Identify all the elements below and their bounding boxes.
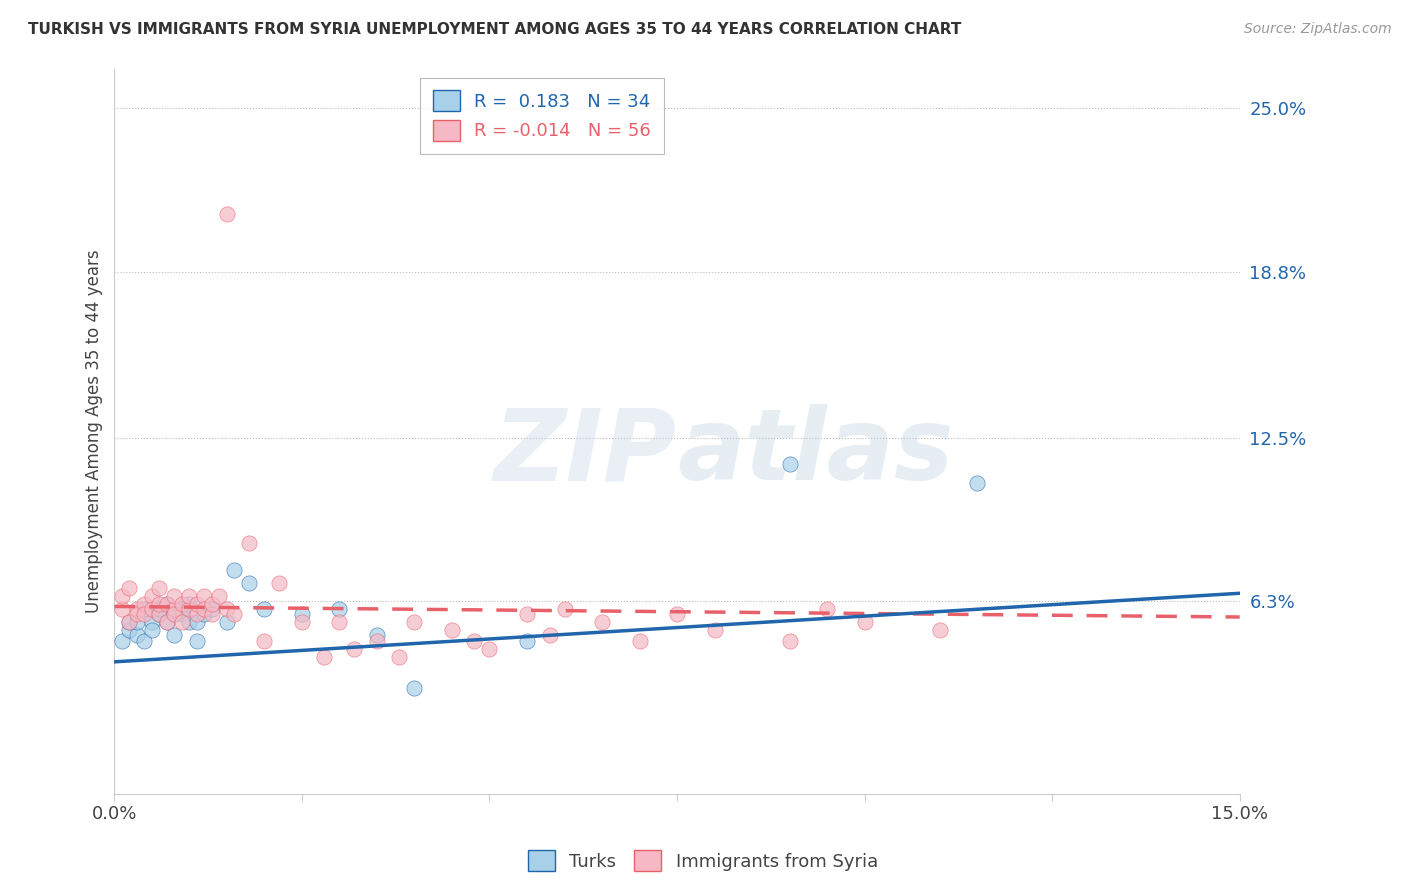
Text: atlas: atlas	[678, 404, 953, 501]
Point	[156, 615, 179, 630]
Point	[118, 615, 141, 630]
Point	[440, 623, 463, 637]
Legend: R =  0.183   N = 34, R = -0.014   N = 56: R = 0.183 N = 34, R = -0.014 N = 56	[420, 78, 664, 153]
Point	[463, 633, 485, 648]
Point	[238, 575, 260, 590]
Point	[118, 615, 141, 630]
Point	[224, 562, 246, 576]
Point	[478, 641, 501, 656]
Point	[328, 615, 350, 630]
Point	[966, 475, 988, 490]
Point	[170, 602, 193, 616]
Point	[148, 607, 170, 622]
Point	[179, 615, 201, 630]
Point	[853, 615, 876, 630]
Point	[516, 607, 538, 622]
Point	[193, 607, 215, 622]
Legend: Turks, Immigrants from Syria: Turks, Immigrants from Syria	[520, 843, 886, 879]
Point	[118, 581, 141, 595]
Point	[118, 623, 141, 637]
Point	[516, 633, 538, 648]
Point	[186, 597, 208, 611]
Point	[328, 602, 350, 616]
Point	[125, 607, 148, 622]
Point	[141, 623, 163, 637]
Point	[134, 597, 156, 611]
Point	[156, 597, 179, 611]
Point	[193, 589, 215, 603]
Text: Source: ZipAtlas.com: Source: ZipAtlas.com	[1244, 22, 1392, 37]
Point	[628, 633, 651, 648]
Point	[208, 589, 231, 603]
Point	[928, 623, 950, 637]
Point	[269, 575, 291, 590]
Point	[148, 597, 170, 611]
Point	[538, 628, 561, 642]
Point	[201, 607, 224, 622]
Point	[163, 602, 186, 616]
Point	[291, 607, 314, 622]
Point	[134, 633, 156, 648]
Point	[291, 615, 314, 630]
Point	[366, 633, 388, 648]
Point	[666, 607, 689, 622]
Y-axis label: Unemployment Among Ages 35 to 44 years: Unemployment Among Ages 35 to 44 years	[86, 249, 103, 613]
Point	[141, 589, 163, 603]
Point	[779, 457, 801, 471]
Point	[238, 536, 260, 550]
Point	[125, 602, 148, 616]
Point	[193, 602, 215, 616]
Point	[134, 602, 156, 616]
Point	[186, 607, 208, 622]
Point	[703, 623, 725, 637]
Point	[314, 649, 336, 664]
Point	[170, 607, 193, 622]
Point	[125, 628, 148, 642]
Point	[201, 597, 224, 611]
Point	[366, 628, 388, 642]
Point	[170, 615, 193, 630]
Point	[343, 641, 366, 656]
Point	[253, 602, 276, 616]
Point	[179, 597, 201, 611]
Point	[111, 602, 134, 616]
Point	[179, 602, 201, 616]
Point	[215, 602, 238, 616]
Point	[179, 589, 201, 603]
Point	[163, 607, 186, 622]
Point	[163, 628, 186, 642]
Point	[141, 602, 163, 616]
Point	[779, 633, 801, 648]
Text: ZIP: ZIP	[494, 404, 678, 501]
Point	[201, 602, 224, 616]
Point	[111, 589, 134, 603]
Point	[125, 615, 148, 630]
Point	[156, 615, 179, 630]
Point	[170, 597, 193, 611]
Point	[111, 633, 134, 648]
Point	[163, 589, 186, 603]
Point	[134, 607, 156, 622]
Text: TURKISH VS IMMIGRANTS FROM SYRIA UNEMPLOYMENT AMONG AGES 35 TO 44 YEARS CORRELAT: TURKISH VS IMMIGRANTS FROM SYRIA UNEMPLO…	[28, 22, 962, 37]
Point	[215, 615, 238, 630]
Point	[224, 607, 246, 622]
Point	[388, 649, 411, 664]
Point	[215, 206, 238, 220]
Point	[253, 633, 276, 648]
Point	[148, 602, 170, 616]
Point	[815, 602, 838, 616]
Point	[148, 581, 170, 595]
Point	[554, 602, 576, 616]
Point	[404, 681, 426, 696]
Point	[148, 607, 170, 622]
Point	[404, 615, 426, 630]
Point	[186, 615, 208, 630]
Point	[163, 607, 186, 622]
Point	[591, 615, 613, 630]
Point	[156, 597, 179, 611]
Point	[141, 615, 163, 630]
Point	[186, 633, 208, 648]
